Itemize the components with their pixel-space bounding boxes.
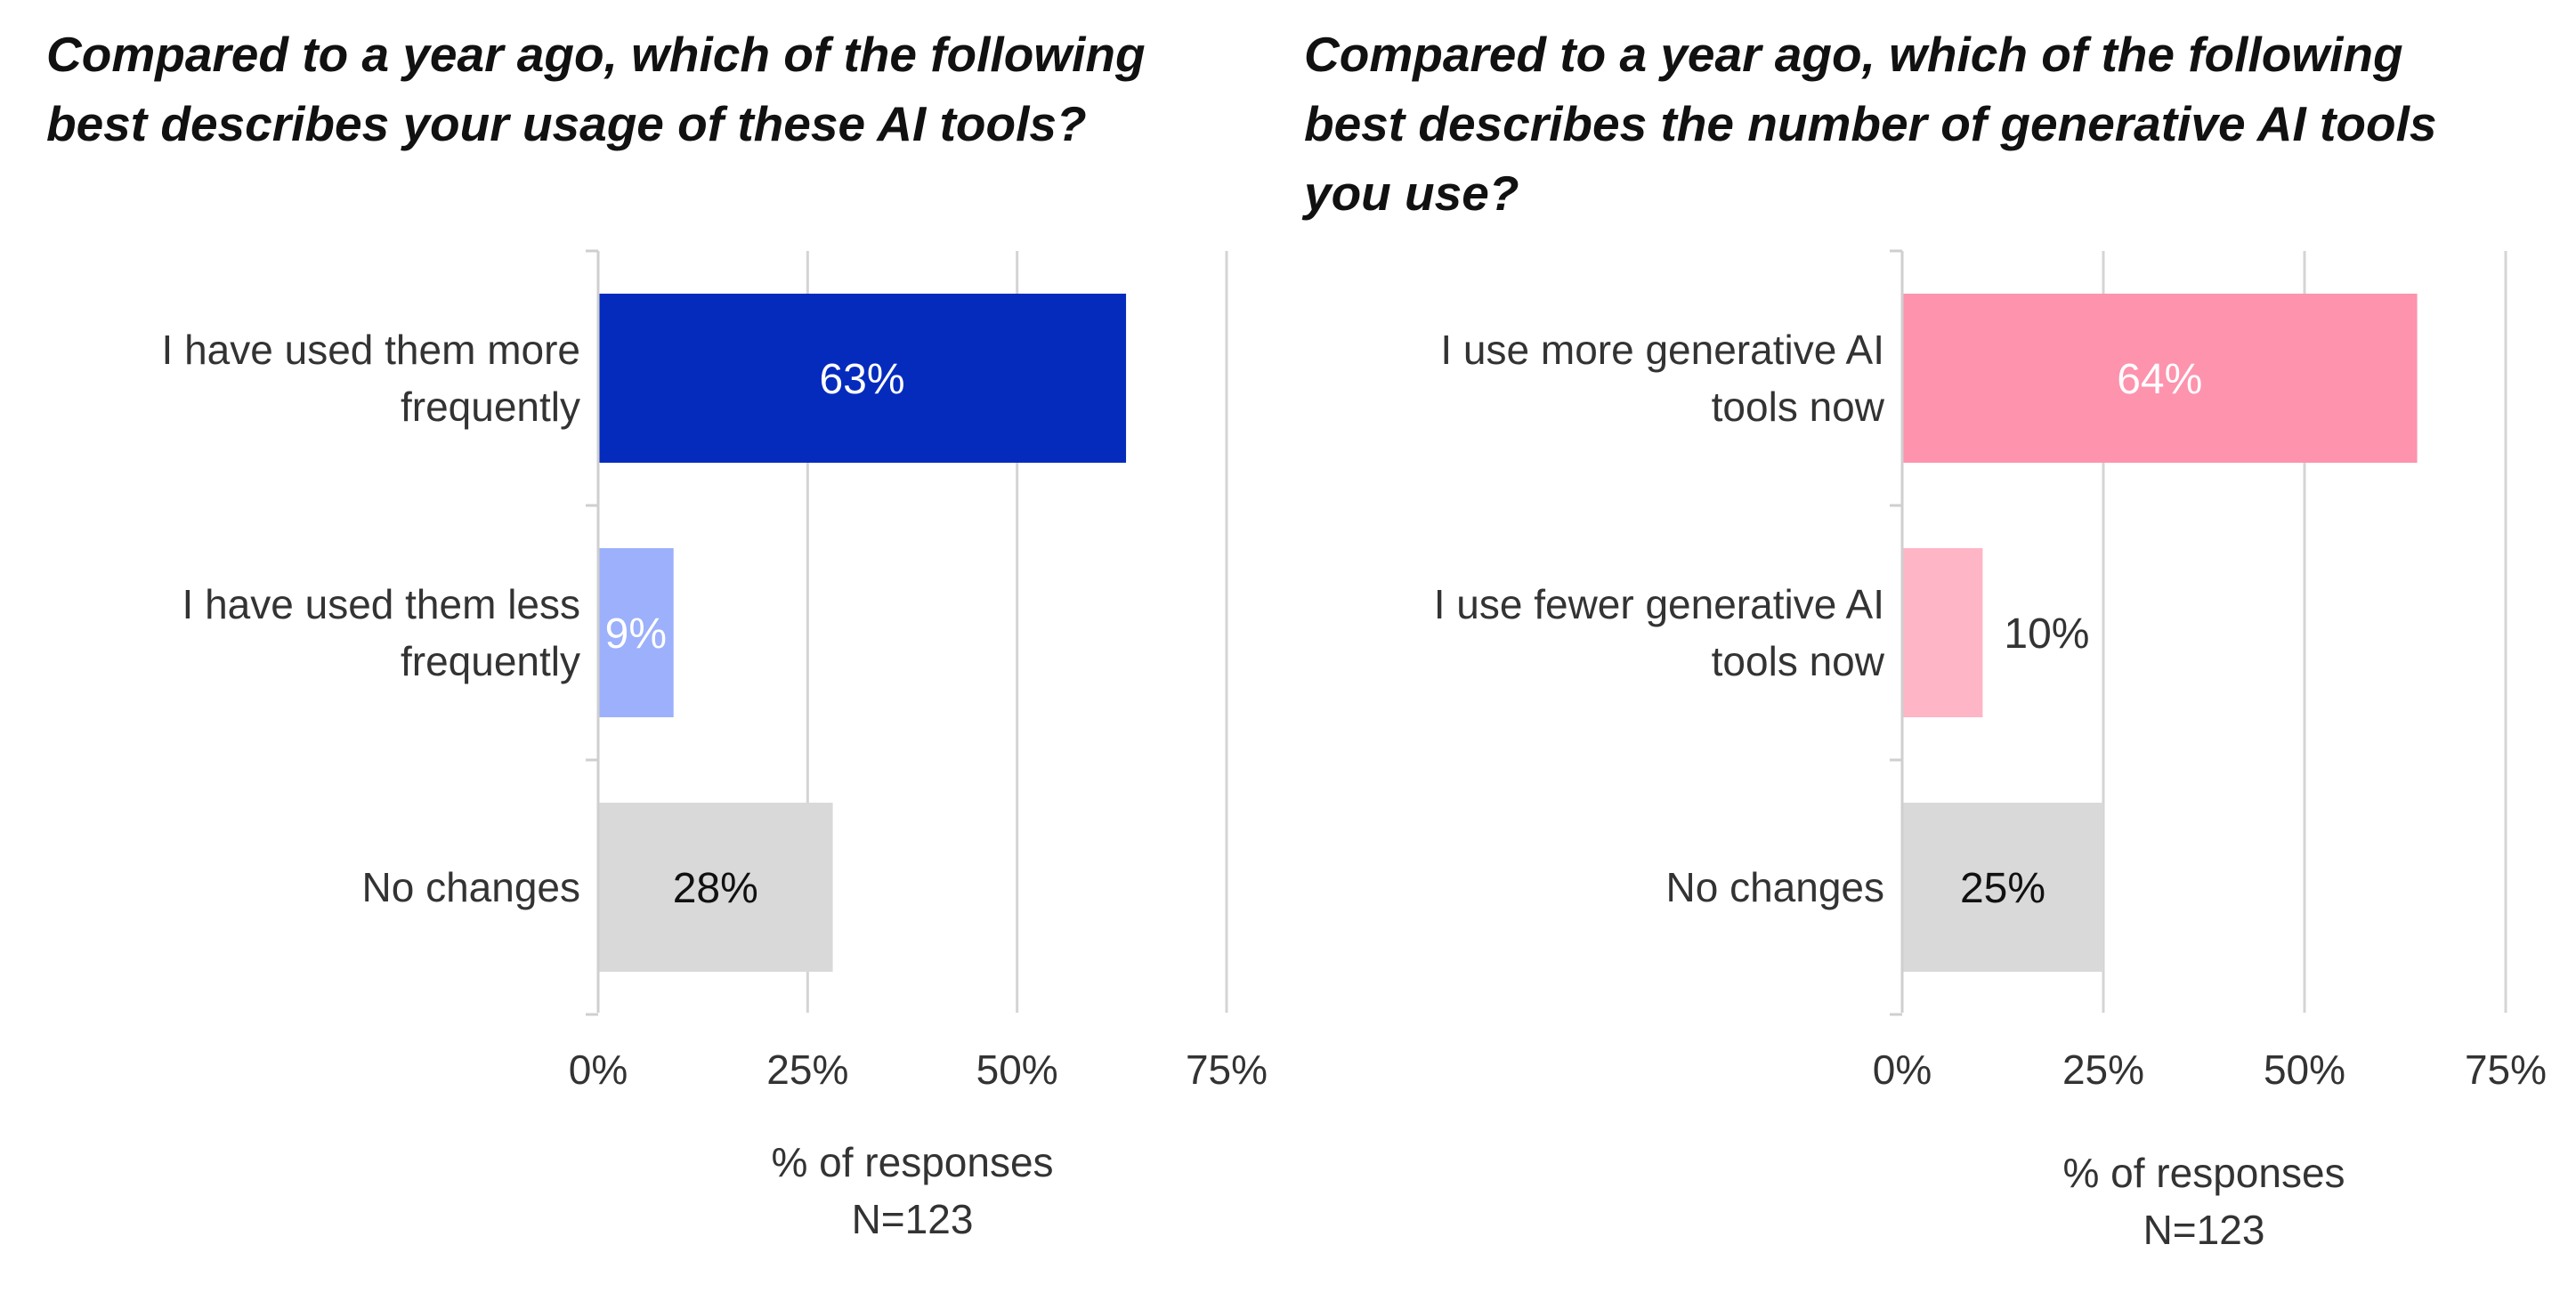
x-axis-title: % of responses — [2062, 1150, 2345, 1196]
bar-1 — [598, 548, 674, 717]
x-axis-title: N=123 — [2143, 1207, 2265, 1253]
title-part-2: you use? — [1304, 166, 1519, 221]
x-tick-label: 25% — [2062, 1047, 2144, 1093]
data-label: 9% — [605, 610, 667, 658]
category-label: No changes — [362, 864, 581, 910]
x-tick-label: 75% — [1186, 1047, 1268, 1093]
category-label: I have used them more — [162, 327, 580, 373]
x-tick-label: 0% — [1873, 1047, 1932, 1093]
category-label: frequently — [401, 638, 580, 684]
data-label: 10% — [2004, 610, 2089, 658]
x-tick-label: 50% — [976, 1047, 1058, 1093]
chart-title-usage: Compared to a year ago, which of the fol… — [46, 20, 1230, 158]
x-axis-title: N=123 — [852, 1196, 974, 1242]
x-axis-title: % of responses — [771, 1139, 1053, 1185]
title-part-1: the number of generative AI tools — [1660, 96, 2437, 151]
title-part-1: usage of these AI tools — [522, 96, 1057, 151]
category-label: frequently — [401, 384, 580, 430]
bar-chart-tool-count: I use more generative AI tools now I use f… — [1434, 249, 2547, 1253]
x-tick-label: 75% — [2465, 1047, 2547, 1093]
data-label: 25% — [1960, 865, 2045, 912]
bar-1 — [1902, 548, 1983, 717]
x-tick-label: 0% — [569, 1047, 628, 1093]
category-label: No changes — [1666, 864, 1885, 910]
bar-0 — [1902, 294, 2418, 463]
chart-title-tool-count: Compared to a year ago, which of the fol… — [1304, 20, 2488, 228]
title-part-0: Compared to a year ago, which of the fol… — [1304, 27, 2403, 151]
x-tick-label: 50% — [2264, 1047, 2345, 1093]
data-label: 28% — [673, 865, 758, 912]
category-label: tools now — [1712, 638, 1885, 684]
chart-panel-tool-count: Compared to a year ago, which of the fol… — [1288, 0, 2576, 1293]
x-tick-label: 25% — [766, 1047, 848, 1093]
category-label: I have used them less — [182, 581, 580, 627]
data-label: 63% — [819, 356, 904, 403]
bar-chart-usage: I have used them more frequently I have us… — [162, 249, 1268, 1242]
bar-0 — [598, 294, 1127, 463]
category-label: I use more generative AI — [1440, 327, 1884, 373]
title-part-2: ? — [1056, 96, 1087, 151]
category-label: I use fewer generative AI — [1434, 581, 1884, 627]
chart-panel-usage: Compared to a year ago, which of the fol… — [46, 20, 1268, 1242]
bar-2 — [598, 803, 833, 972]
bar-2 — [1902, 803, 2103, 972]
data-label: 64% — [2117, 356, 2202, 403]
title-part-0: Compared to a year ago, which of the fol… — [46, 27, 1146, 151]
category-label: tools now — [1712, 384, 1885, 430]
